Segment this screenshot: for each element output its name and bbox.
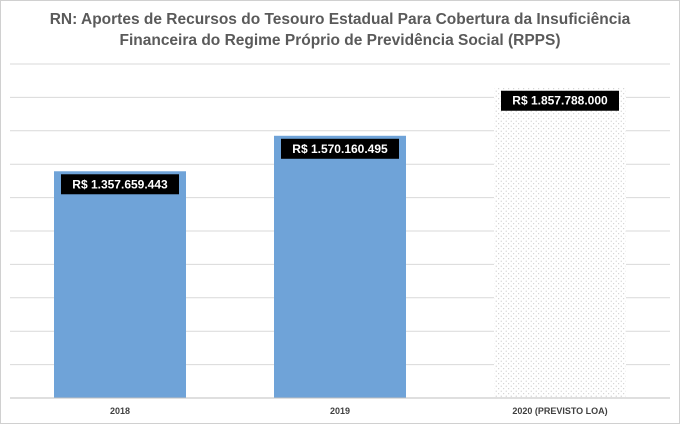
bars xyxy=(54,87,626,399)
data-label-box xyxy=(61,174,179,195)
chart-title-line-2: Financeira do Regime Próprio de Previdên… xyxy=(119,32,561,49)
data-label-box xyxy=(501,90,619,111)
data-label-text: R$ 1.857.788.000 xyxy=(512,94,608,108)
bar-2 xyxy=(494,87,626,399)
data-labels: R$ 1.357.659.443 R$ 1.570.160.495 R$ 1.857… xyxy=(61,90,619,195)
chart-title: RN: Aportes de Recursos do Tesouro Estad… xyxy=(0,9,680,51)
x-tick-label: 2020 (PREVISTO LOA) xyxy=(512,406,607,416)
data-label-text: R$ 1.570.160.495 xyxy=(292,142,388,156)
data-label-1: R$ 1.570.160.495 xyxy=(281,138,399,159)
bar-0 xyxy=(54,171,186,398)
x-tick-labels: 2018 2019 2020 (PREVISTO LOA) xyxy=(110,406,608,416)
data-label-0: R$ 1.357.659.443 xyxy=(61,174,179,195)
data-label-box xyxy=(281,138,399,159)
bar-1 xyxy=(274,135,406,398)
chart-title-line-1: RN: Aportes de Recursos do Tesouro Estad… xyxy=(49,11,631,28)
x-tick-label: 2018 xyxy=(110,406,130,416)
data-label-text: R$ 1.357.659.443 xyxy=(72,177,168,191)
data-label-2: R$ 1.857.788.000 xyxy=(501,90,619,111)
x-tick-label: 2019 xyxy=(330,406,350,416)
